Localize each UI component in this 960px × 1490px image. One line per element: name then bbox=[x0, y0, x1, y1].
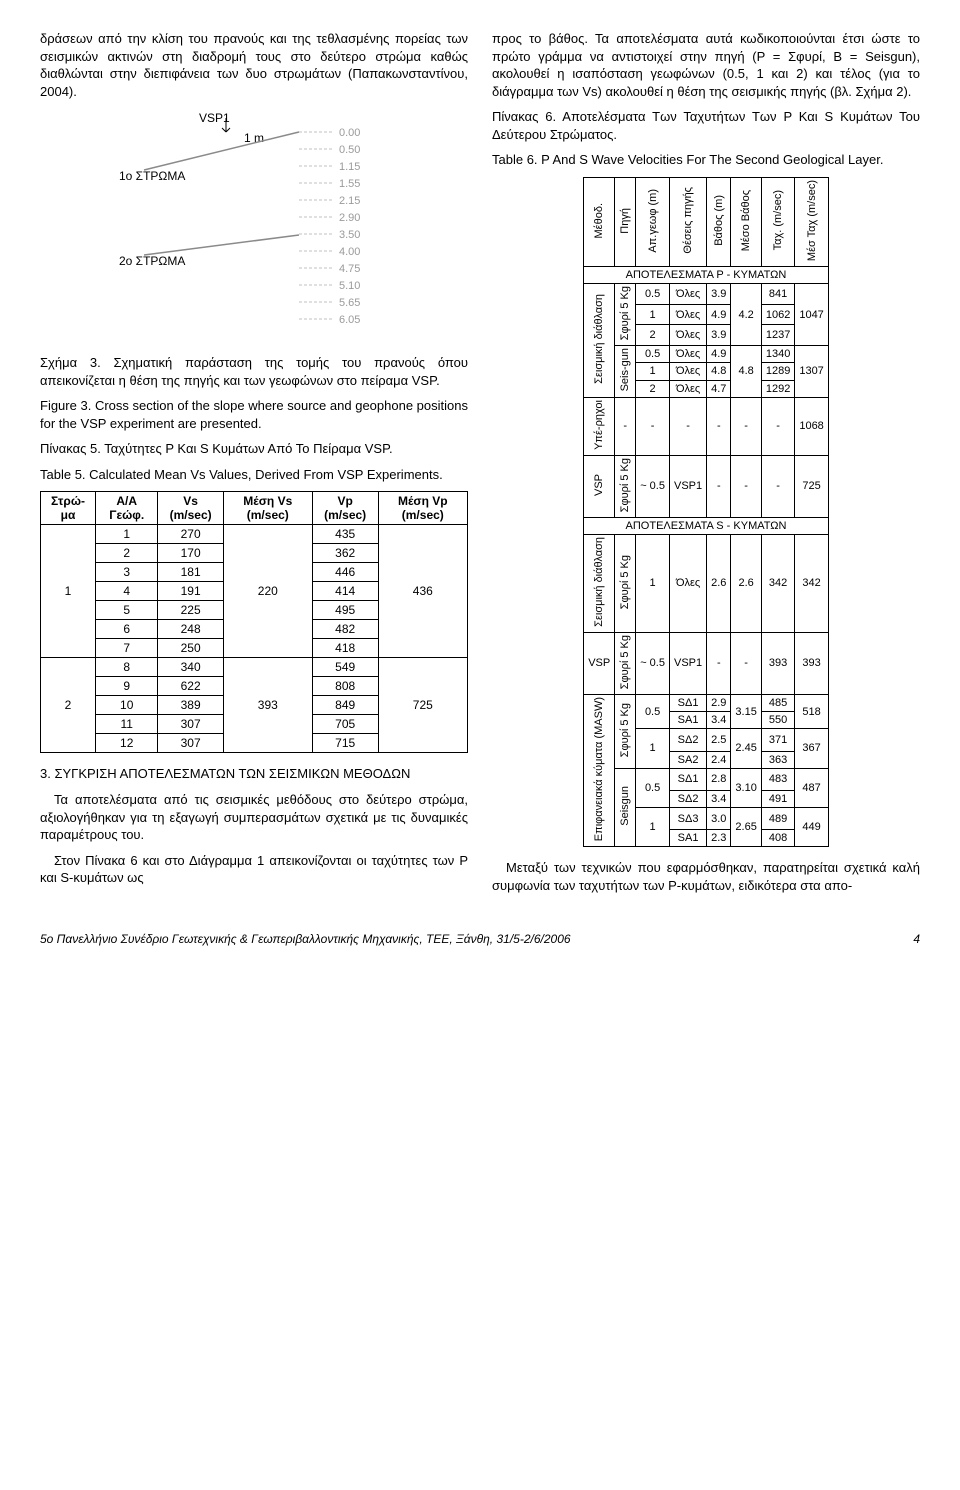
svg-text:2.15: 2.15 bbox=[339, 195, 360, 207]
figure-3: VSP1 1 m 1ο ΣΤΡΩΜΑ 2ο ΣΤΡΩΜΑ 0.000.501.1… bbox=[40, 110, 468, 340]
svg-text:4.75: 4.75 bbox=[339, 263, 360, 275]
fig3-caption-en: Figure 3. Cross section of the slope whe… bbox=[40, 397, 468, 432]
t6-section-s: ΑΠΟΤΕΛΕΣΜΑΤΑ S - ΚΥΜΑΤΩΝ bbox=[584, 517, 829, 534]
footer-right: 4 bbox=[913, 932, 920, 946]
section-3-p2: Στον Πίνακα 6 και στο Διάγραμμα 1 απεικο… bbox=[40, 852, 468, 887]
svg-text:1.15: 1.15 bbox=[339, 161, 360, 173]
tab6-caption-en: Table 6. P And S Wave Velocities For The… bbox=[492, 151, 920, 169]
layer1: 1ο ΣΤΡΩΜΑ bbox=[119, 169, 185, 183]
svg-text:0.00: 0.00 bbox=[339, 127, 360, 139]
tab5-caption-gr: Πίνακας 5. Ταχύτητες P Και S Κυμάτων Από… bbox=[40, 440, 468, 458]
para: προς το βάθος. Τα αποτελέσματα αυτά κωδι… bbox=[492, 30, 920, 100]
svg-text:3.50: 3.50 bbox=[339, 229, 360, 241]
tab5-caption-en: Table 5. Calculated Mean Vs Values, Deri… bbox=[40, 466, 468, 484]
para-end: Μεταξύ των τεχνικών που εφαρμόσθηκαν, πα… bbox=[492, 859, 920, 894]
table-6: Μέθοδ.ΠηγήΑπ.γεωφ (m)Θέσεις πηγήςΒάθος (… bbox=[583, 177, 829, 848]
fig3-caption-gr: Σχήμα 3. Σχηματική παράσταση της τομής τ… bbox=[40, 354, 468, 389]
left-column: δράσεων από την κλίση του πρανούς και τη… bbox=[40, 30, 468, 902]
footer: 5ο Πανελλήνιο Συνέδριο Γεωτεχνικής & Γεω… bbox=[40, 932, 920, 946]
footer-left: 5ο Πανελλήνιο Συνέδριο Γεωτεχνικής & Γεω… bbox=[40, 932, 571, 946]
svg-text:5.65: 5.65 bbox=[339, 297, 360, 309]
section-3-title: 3. ΣΥΓΚΡΙΣΗ ΑΠΟΤΕΛΕΣΜΑΤΩΝ ΤΩΝ ΣΕΙΣΜΙΚΩΝ … bbox=[40, 765, 468, 783]
svg-text:6.05: 6.05 bbox=[339, 314, 360, 326]
svg-text:2.90: 2.90 bbox=[339, 212, 360, 224]
t6-section-p: ΑΠΟΤΕΛΕΣΜΑΤΑ P - ΚΥΜΑΤΩΝ bbox=[584, 266, 829, 283]
para: δράσεων από την κλίση του πρανούς και τη… bbox=[40, 30, 468, 100]
svg-text:0.50: 0.50 bbox=[339, 144, 360, 156]
svg-text:4.00: 4.00 bbox=[339, 246, 360, 258]
layer2: 2ο ΣΤΡΩΜΑ bbox=[119, 254, 185, 268]
svg-text:1.55: 1.55 bbox=[339, 178, 360, 190]
vsp-label: VSP1 bbox=[199, 111, 230, 125]
section-3-p1: Τα αποτελέσματα από τις σεισμικές μεθόδο… bbox=[40, 791, 468, 844]
tab6-caption-gr: Πίνακας 6. Αποτελέσματα Των Ταχυτήτων Τω… bbox=[492, 108, 920, 143]
right-column: προς το βάθος. Τα αποτελέσματα αυτά κωδι… bbox=[492, 30, 920, 902]
table-5: Στρώ-μαΑ/Α Γεώφ.Vs (m/sec)Μέση Vs (m/sec… bbox=[40, 491, 468, 753]
svg-text:5.10: 5.10 bbox=[339, 280, 360, 292]
